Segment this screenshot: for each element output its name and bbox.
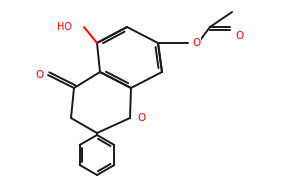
Text: O: O [235,31,243,41]
Text: O: O [137,113,145,123]
Text: O: O [36,70,44,80]
Text: HO: HO [57,22,72,32]
Text: O: O [192,38,200,48]
